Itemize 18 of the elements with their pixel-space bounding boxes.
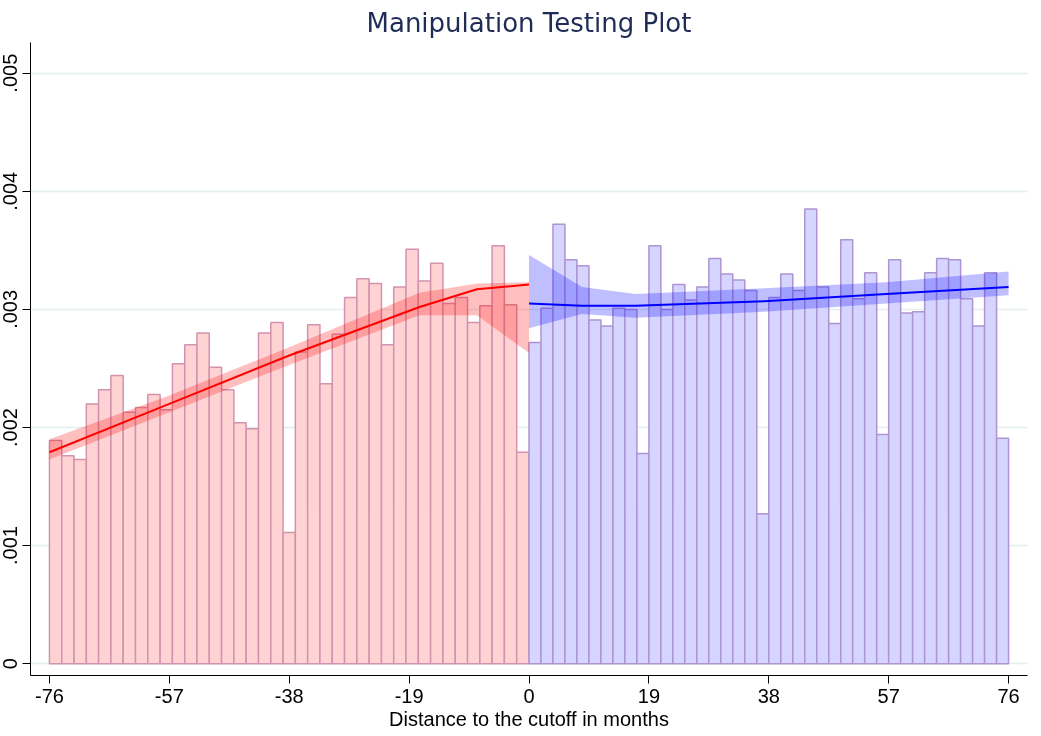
- x-tick-label: 19: [637, 684, 661, 707]
- x-tick-label: -19: [394, 684, 424, 707]
- x-tick-label: 0: [523, 684, 535, 707]
- x-tick-label: 57: [877, 684, 900, 707]
- line-series: [528, 285, 1010, 307]
- y-tick-label: .005: [0, 53, 22, 93]
- y-tick-label: .002: [0, 408, 22, 447]
- y-tick-label: 0: [0, 658, 22, 670]
- y-tick-label: .003: [0, 289, 22, 329]
- x-axis-title: Distance to the cutoff in months: [389, 707, 669, 730]
- x-tick-label: -38: [274, 684, 304, 707]
- x-tick-label: -76: [34, 684, 64, 707]
- y-tick-label: .004: [0, 171, 22, 211]
- chart-title: Manipulation Testing Plot: [366, 7, 692, 38]
- y-tick-label: .001: [0, 526, 22, 566]
- x-tick-label: -57: [154, 684, 184, 707]
- x-tick-label: 38: [757, 684, 780, 707]
- x-tick-label: 76: [997, 684, 1020, 707]
